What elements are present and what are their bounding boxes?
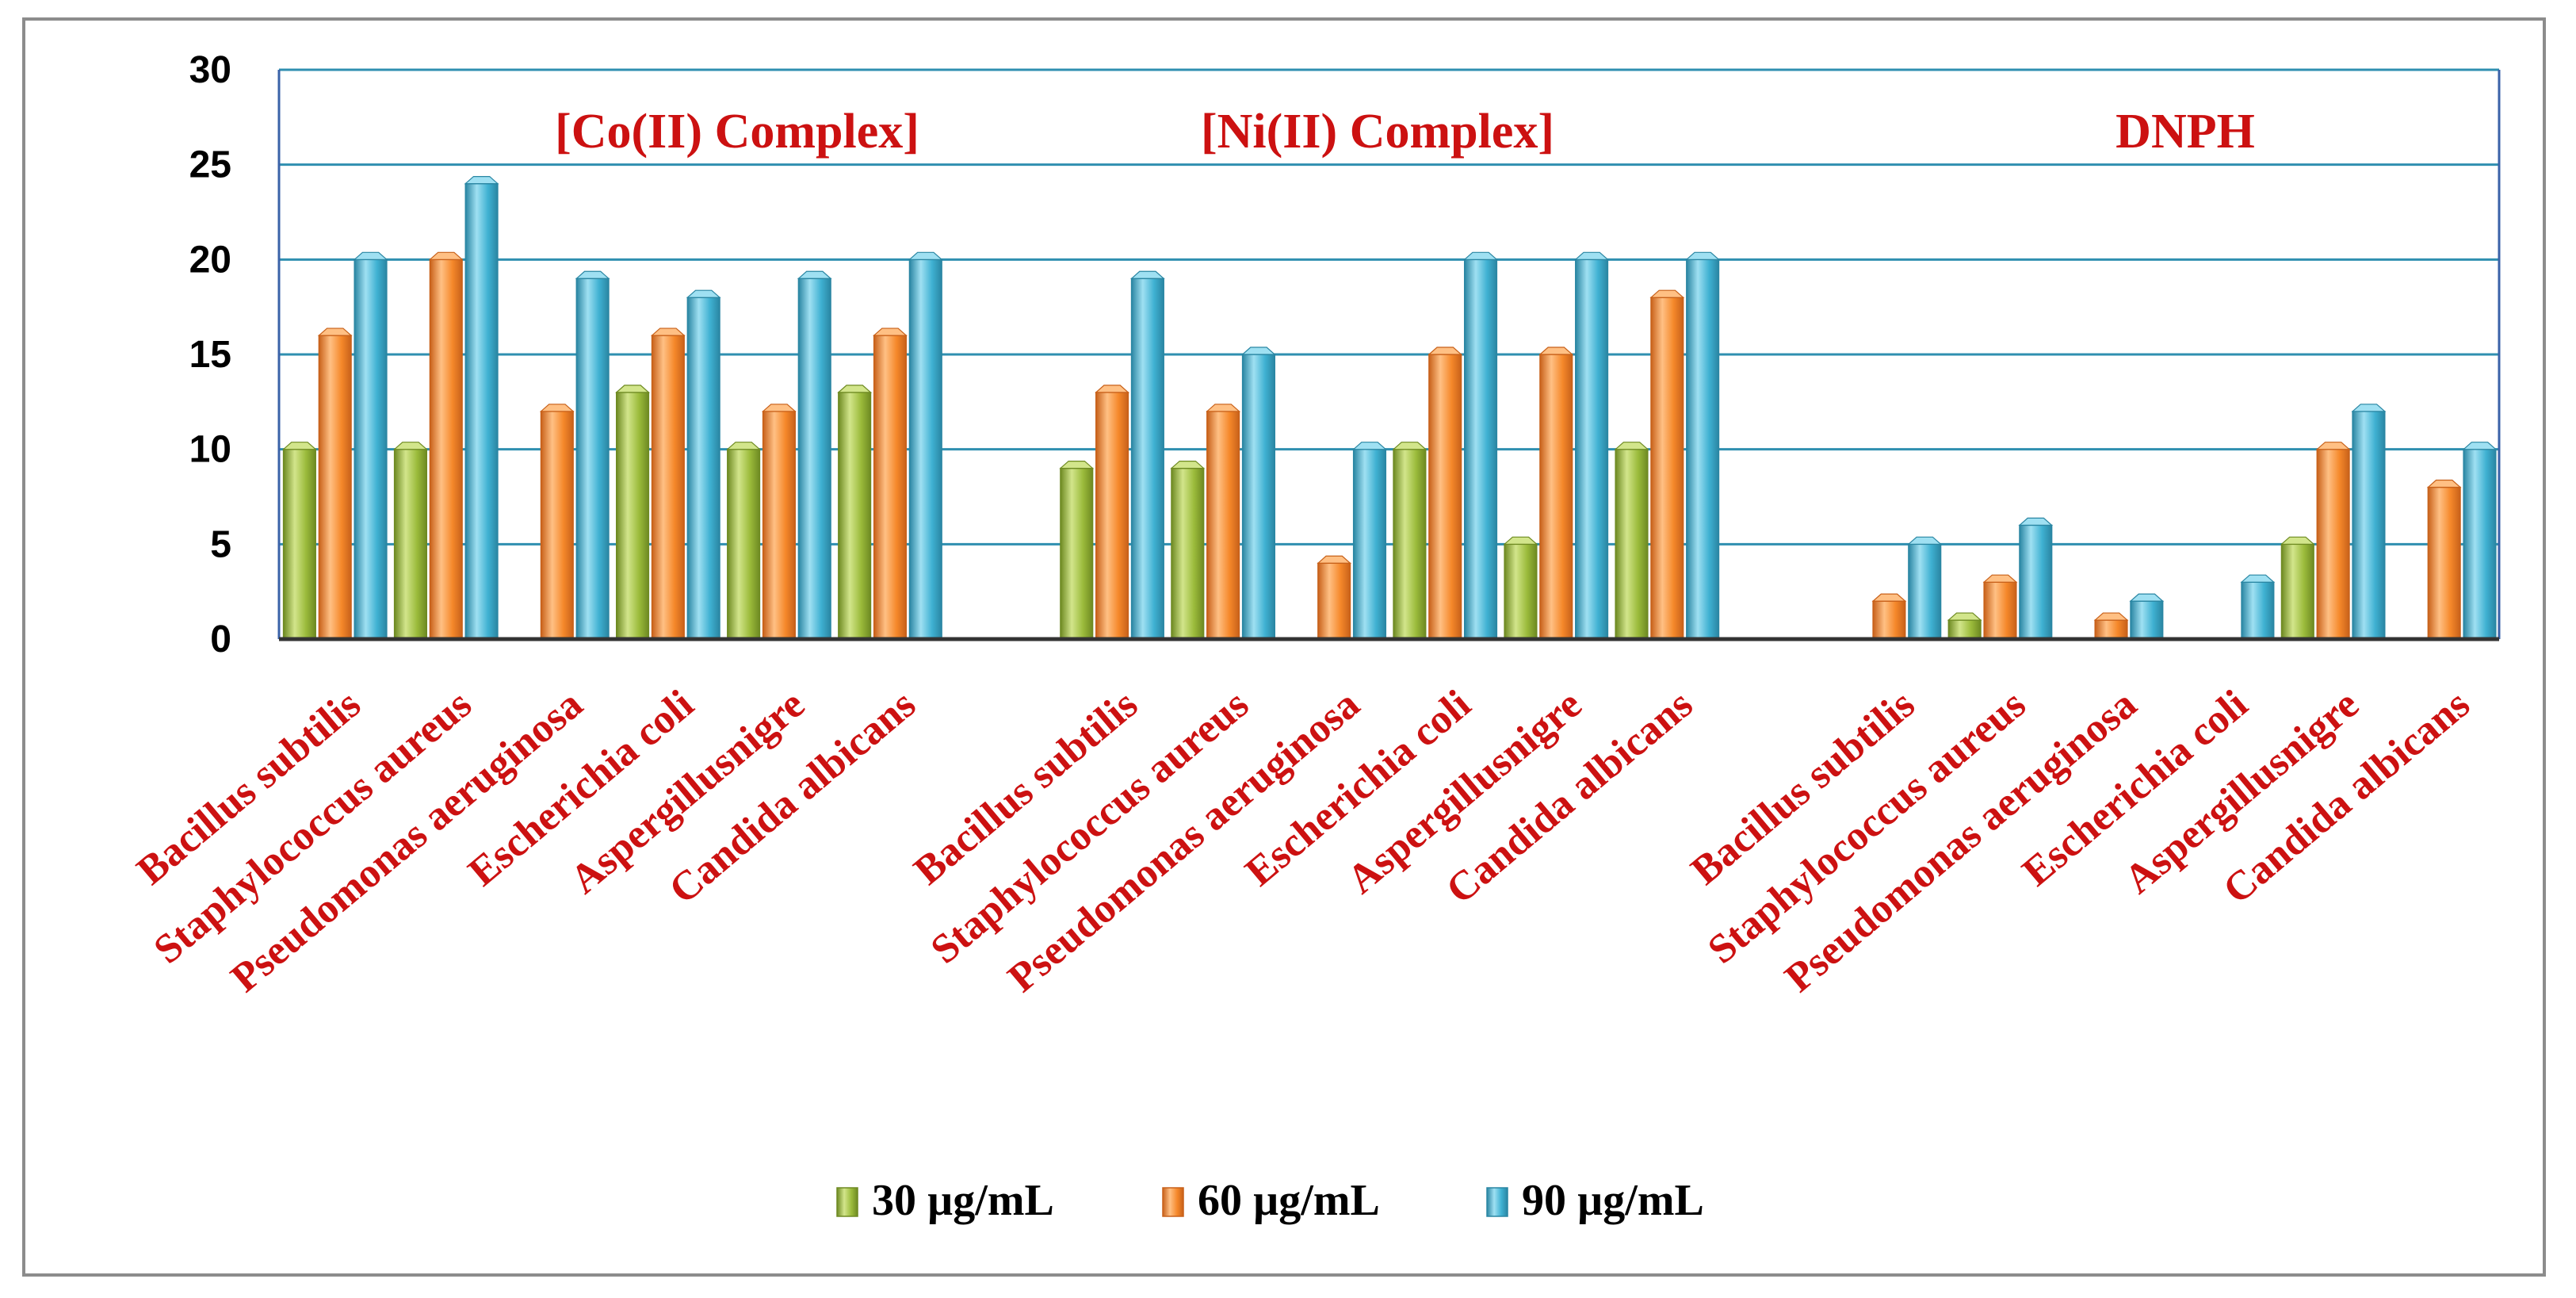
y-tick-label: 20 <box>189 239 231 281</box>
y-tick-label: 15 <box>189 334 231 376</box>
legend-label: 30 µg/mL <box>872 1176 1054 1225</box>
legend-swatch <box>836 1187 858 1217</box>
bar-ni-ii-complex-candida-albicans-90-g-ml <box>1685 251 1721 640</box>
group-title-co-ii-complex: [Co(II) Complex] <box>555 105 919 159</box>
bar-co-ii-complex-candida-albicans-90-g-ml <box>908 251 943 640</box>
bar-dnph-escherichia-coli-90-g-ml <box>2240 574 2276 640</box>
bar-ni-ii-complex-staphylococcus-aureus-90-g-ml <box>1241 347 1276 640</box>
legend-label: 90 µg/mL <box>1522 1176 1704 1225</box>
legend-item-60-g-ml: 60 µg/mL <box>1162 1176 1380 1225</box>
bars <box>282 176 2498 640</box>
bar-co-ii-complex-candida-albicans-60-g-ml <box>873 327 908 640</box>
bar-ni-ii-complex-pseudomonas-aeruginosa-90-g-ml <box>1352 442 1387 640</box>
bar-ni-ii-complex-escherichia-coli-30-g-ml <box>1392 442 1428 640</box>
legend-swatch <box>1486 1187 1508 1217</box>
bar-dnph-pseudomonas-aeruginosa-90-g-ml <box>2129 593 2165 640</box>
bar-co-ii-complex-bacillus-subtilis-90-g-ml <box>353 251 388 640</box>
bar-dnph-pseudomonas-aeruginosa-60-g-ml <box>2093 612 2129 640</box>
bar-ni-ii-complex-candida-albicans-30-g-ml <box>1614 442 1649 640</box>
bar-ni-ii-complex-staphylococcus-aureus-30-g-ml <box>1170 461 1206 640</box>
bar-dnph-aspergillusnigre-90-g-ml <box>2351 404 2387 640</box>
bar-co-ii-complex-escherichia-coli-60-g-ml <box>650 327 686 640</box>
bar-co-ii-complex-staphylococcus-aureus-60-g-ml <box>428 251 464 640</box>
bar-dnph-bacillus-subtilis-60-g-ml <box>1871 593 1907 640</box>
group-title-dnph: DNPH <box>2115 105 2255 159</box>
bar-co-ii-complex-escherichia-coli-90-g-ml <box>686 289 721 640</box>
bar-dnph-aspergillusnigre-60-g-ml <box>2315 442 2351 640</box>
y-tick-label: 25 <box>189 144 231 186</box>
legend-item-30-g-ml: 30 µg/mL <box>836 1176 1054 1225</box>
bar-ni-ii-complex-bacillus-subtilis-30-g-ml <box>1059 461 1095 640</box>
y-tick-label: 5 <box>210 523 231 565</box>
bar-dnph-candida-albicans-60-g-ml <box>2426 479 2462 640</box>
bar-dnph-candida-albicans-90-g-ml <box>2462 442 2498 640</box>
bar-dnph-staphylococcus-aureus-60-g-ml <box>1982 574 2018 640</box>
bar-co-ii-complex-pseudomonas-aeruginosa-90-g-ml <box>575 270 610 640</box>
y-tick-label: 0 <box>210 618 231 660</box>
bar-dnph-staphylococcus-aureus-90-g-ml <box>2018 517 2054 640</box>
y-axis-ticks: 0 5 10 15 20 25 30 <box>189 49 231 660</box>
bar-dnph-aspergillusnigre-30-g-ml <box>2280 536 2315 640</box>
bar-ni-ii-complex-aspergillusnigre-30-g-ml <box>1503 536 1538 640</box>
bar-ni-ii-complex-escherichia-coli-90-g-ml <box>1463 251 1498 640</box>
bar-co-ii-complex-pseudomonas-aeruginosa-60-g-ml <box>539 404 575 640</box>
bar-ni-ii-complex-pseudomonas-aeruginosa-60-g-ml <box>1317 555 1352 640</box>
legend-label: 60 µg/mL <box>1198 1176 1380 1225</box>
bar-ni-ii-complex-aspergillusnigre-90-g-ml <box>1574 251 1609 640</box>
bar-ni-ii-complex-escherichia-coli-60-g-ml <box>1428 347 1463 640</box>
bar-co-ii-complex-aspergillusnigre-60-g-ml <box>762 404 797 640</box>
bar-co-ii-complex-aspergillusnigre-90-g-ml <box>797 270 832 640</box>
bar-ni-ii-complex-bacillus-subtilis-90-g-ml <box>1129 270 1165 640</box>
group-titles: [Co(II) Complex] [Ni(II) Complex] DNPH <box>555 105 2255 159</box>
y-tick-label: 30 <box>189 49 231 91</box>
bar-co-ii-complex-bacillus-subtilis-60-g-ml <box>317 327 353 640</box>
bar-co-ii-complex-candida-albicans-30-g-ml <box>837 385 873 640</box>
legend-swatch <box>1162 1187 1184 1217</box>
bar-dnph-staphylococcus-aureus-30-g-ml <box>1947 612 1982 640</box>
bar-ni-ii-complex-staphylococcus-aureus-60-g-ml <box>1206 404 1241 640</box>
bar-co-ii-complex-staphylococcus-aureus-90-g-ml <box>464 176 499 640</box>
bar-co-ii-complex-staphylococcus-aureus-30-g-ml <box>393 442 428 640</box>
legend: 30 µg/mL 60 µg/mL 90 µg/mL <box>836 1176 1704 1225</box>
bar-dnph-bacillus-subtilis-90-g-ml <box>1907 536 1943 640</box>
bar-ni-ii-complex-bacillus-subtilis-60-g-ml <box>1095 385 1129 640</box>
bar-co-ii-complex-escherichia-coli-30-g-ml <box>615 385 650 640</box>
bar-co-ii-complex-bacillus-subtilis-30-g-ml <box>282 442 317 640</box>
y-tick-label: 10 <box>189 429 231 471</box>
chart-frame <box>22 17 2546 1277</box>
bar-co-ii-complex-aspergillusnigre-30-g-ml <box>726 442 761 640</box>
legend-item-90-g-ml: 90 µg/mL <box>1486 1176 1704 1225</box>
bar-ni-ii-complex-aspergillusnigre-60-g-ml <box>1538 347 1574 640</box>
group-title-ni-ii-complex: [Ni(II) Complex] <box>1201 105 1554 159</box>
axes <box>277 70 2501 641</box>
bar-ni-ii-complex-candida-albicans-60-g-ml <box>1649 289 1685 640</box>
